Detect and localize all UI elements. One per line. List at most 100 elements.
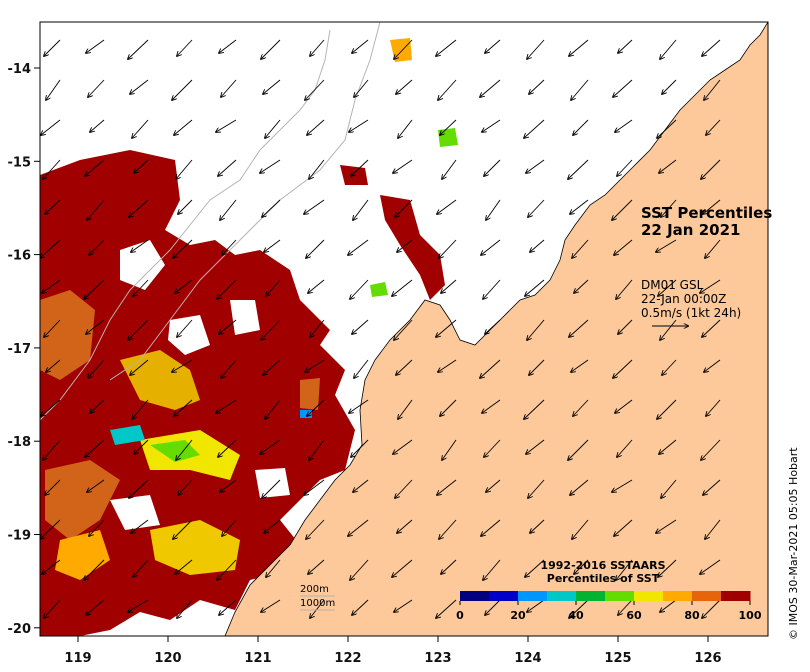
current-vector: [442, 439, 457, 460]
current-vector: [308, 559, 325, 574]
current-vector: [571, 79, 589, 100]
current-vector: [439, 239, 457, 258]
current-vector: [614, 239, 633, 255]
current-vector: [568, 159, 589, 179]
sst-percentile-layer: [40, 38, 485, 636]
current-vector: [221, 359, 237, 378]
current-vector: [705, 239, 721, 258]
current-vector: [131, 519, 149, 533]
current-vector: [45, 479, 61, 495]
current-vector: [128, 319, 149, 340]
current-vector: [264, 519, 281, 533]
x-tick-label: 125: [604, 651, 631, 666]
current-vector: [128, 599, 149, 612]
current-vector: [702, 319, 721, 337]
current-vector: [530, 239, 545, 252]
x-axis: 119 120 121 122 123 124 125 126: [64, 636, 722, 666]
current-vector: [700, 559, 721, 574]
current-vector: [265, 119, 281, 138]
current-vector: [527, 319, 545, 340]
colorbar-title-line2: Percentiles of SST: [547, 572, 660, 585]
current-vector: [350, 559, 369, 580]
current-vector: [310, 39, 325, 56]
current-vectors: [40, 39, 721, 618]
current-vector: [441, 559, 457, 574]
current-vector: [441, 279, 457, 293]
current-vector: [524, 399, 545, 419]
current-vector: [218, 439, 237, 457]
x-tick-label: 122: [334, 651, 361, 666]
current-vector: [354, 79, 369, 97]
current-vector: [87, 479, 105, 492]
current-vector: [662, 79, 677, 94]
current-vector: [396, 79, 413, 94]
current-vector: [174, 119, 193, 135]
current-vector: [85, 439, 105, 457]
current-vector: [571, 359, 589, 372]
x-tick-label: 120: [154, 651, 181, 666]
y-tick-label: -19: [8, 529, 32, 544]
current-scale: 0.5m/s (1kt 24h): [641, 306, 741, 320]
current-vector: [222, 519, 237, 536]
current-vector: [573, 119, 589, 135]
current-vector: [524, 119, 545, 138]
current-vector: [265, 399, 281, 419]
current-vector: [220, 479, 237, 492]
current-vector: [133, 279, 149, 296]
current-vector: [574, 559, 589, 574]
current-vector: [352, 39, 369, 53]
current-vector: [177, 319, 193, 337]
current-vector: [527, 599, 545, 612]
current-vector: [178, 479, 193, 495]
current-vector: [617, 159, 633, 176]
current-vector: [305, 359, 325, 372]
current-vector: [662, 359, 677, 375]
current-vector: [263, 79, 281, 94]
current-vector: [172, 359, 193, 372]
colorbar-tick-label: 60: [626, 609, 642, 622]
colorbar-swatch: [692, 591, 722, 601]
current-vector: [526, 439, 545, 454]
current-vector: [306, 519, 325, 539]
y-tick-label: -20: [8, 622, 32, 637]
current-vector: [436, 39, 457, 56]
current-vector: [395, 199, 413, 217]
current-vector: [569, 599, 589, 618]
current-vector: [46, 79, 61, 100]
current-source: DM01 GSL: [641, 278, 704, 292]
current-vector: [177, 599, 193, 618]
x-tick-label: 124: [514, 651, 541, 666]
current-vector: [304, 479, 325, 495]
current-vector: [615, 399, 633, 413]
current-vector: [572, 239, 589, 258]
current-vector: [261, 319, 281, 340]
current-vector: [309, 159, 325, 179]
current-vector: [613, 79, 633, 97]
current-vector: [177, 39, 193, 56]
current-vector: [529, 359, 545, 375]
current-vector: [438, 359, 457, 372]
current-vector: [701, 439, 721, 460]
current-vector: [40, 239, 61, 258]
current-vector: [657, 399, 677, 419]
current-vector: [349, 399, 369, 413]
current-vector: [263, 359, 281, 375]
current-vector: [659, 159, 677, 173]
current-vector: [40, 519, 61, 539]
current-vector: [612, 479, 633, 492]
current-vector: [84, 559, 105, 580]
current-vector: [436, 319, 457, 337]
y-axis: -14 -15 -16 -17 -18 -19 -20: [8, 62, 40, 637]
map-frame: [39, 21, 769, 637]
current-vector: [89, 239, 105, 255]
current-vector: [41, 119, 61, 135]
current-vector: [658, 279, 677, 296]
current-vector: [88, 359, 105, 378]
current-vector: [704, 79, 721, 100]
current-vector: [260, 439, 281, 454]
current-vector: [701, 159, 721, 179]
colorbar-swatch: [605, 591, 635, 601]
current-vector: [216, 119, 237, 132]
current-vector: [440, 119, 457, 135]
